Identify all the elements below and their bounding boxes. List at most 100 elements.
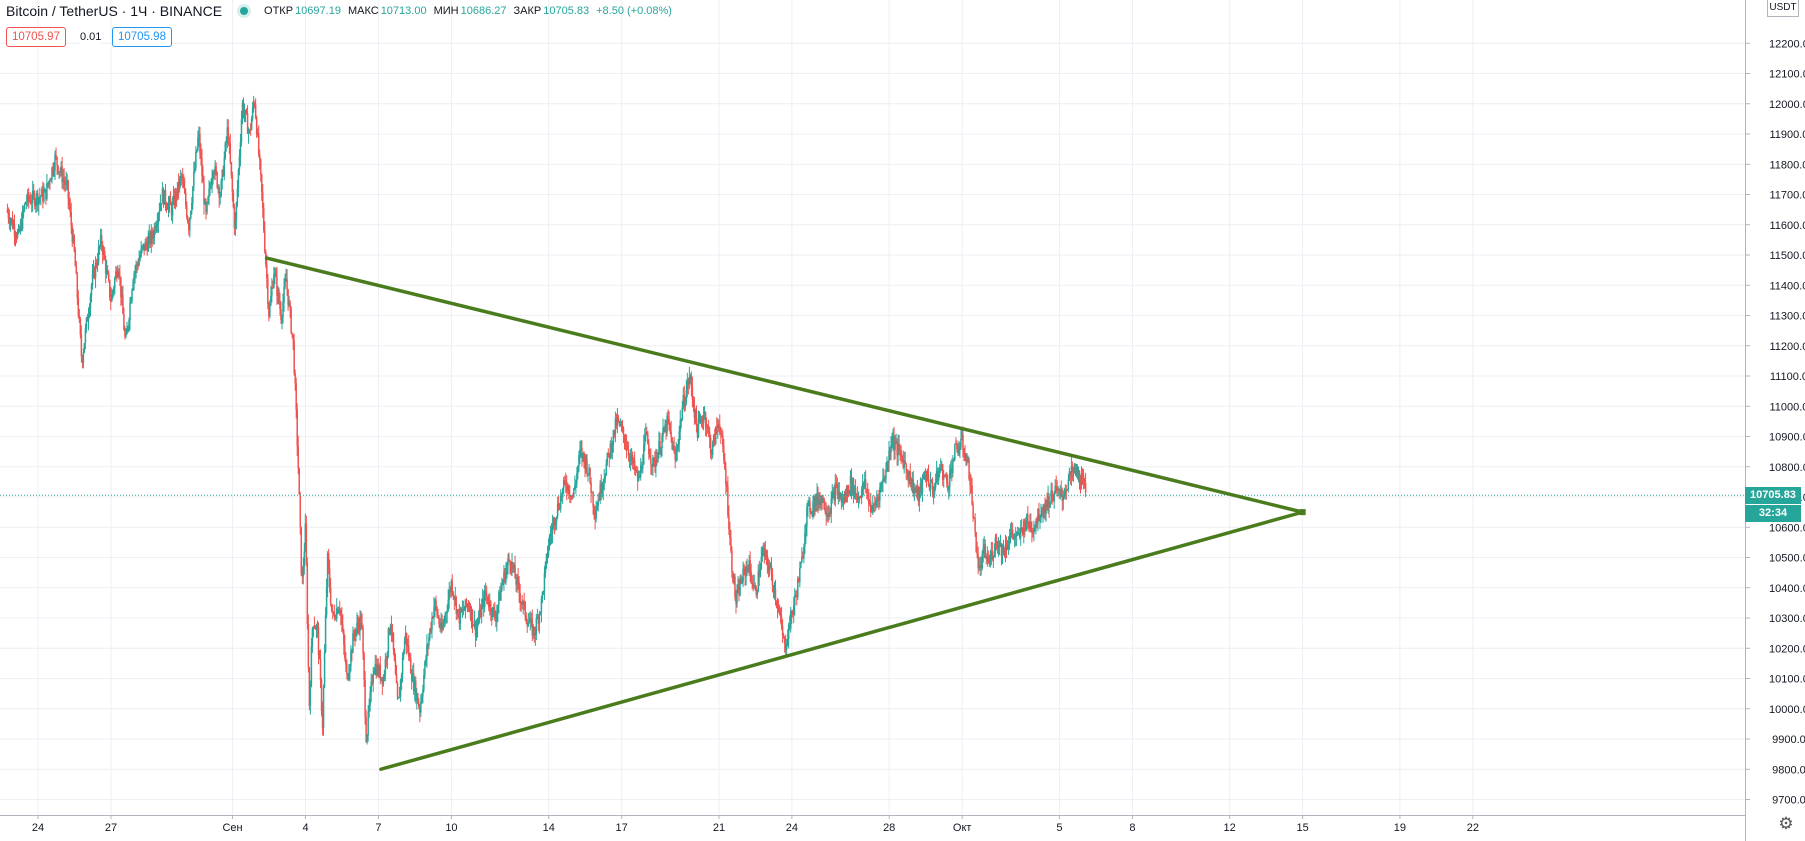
settings-gear-icon[interactable]: ⚙	[1778, 814, 1794, 833]
candle-body	[329, 587, 332, 604]
candle-body	[92, 268, 95, 275]
candle-body	[867, 492, 870, 505]
candle-body	[751, 582, 753, 584]
candle-body	[980, 565, 982, 569]
candle-body	[127, 326, 129, 330]
candle-body	[270, 296, 272, 306]
candle-body	[877, 496, 879, 501]
buy-button[interactable]: 10705.98	[112, 27, 172, 47]
candle-body	[655, 459, 657, 467]
candle-body	[919, 483, 922, 490]
candle-body	[742, 568, 744, 583]
candle-body	[738, 586, 740, 596]
candle-body	[405, 632, 408, 646]
candle-body	[688, 377, 691, 385]
sell-button[interactable]: 10705.97	[6, 27, 66, 47]
symbol-title[interactable]: Bitcoin / TetherUS · 1Ч · BINANCE	[6, 3, 223, 19]
candle-body	[1072, 467, 1075, 472]
x-tick-label: 8	[1129, 822, 1135, 834]
candle-body	[36, 193, 38, 203]
candle-body	[116, 271, 118, 278]
candle-body	[720, 432, 722, 434]
candle-body	[156, 223, 159, 227]
candle-body	[1065, 489, 1068, 491]
candle-body	[1075, 467, 1078, 473]
candle-body	[698, 419, 701, 421]
candle-body	[1043, 504, 1045, 514]
candle-body	[448, 590, 450, 600]
candle-body	[999, 542, 1002, 547]
candle-body	[648, 443, 650, 455]
candle-body	[731, 550, 733, 572]
candle-body	[373, 670, 375, 675]
candle-body	[194, 168, 196, 172]
candle-body	[1001, 545, 1004, 556]
candle-body	[955, 443, 957, 445]
candle-body	[410, 673, 413, 682]
candle-body	[922, 476, 925, 479]
candle-body	[63, 178, 65, 182]
candle-body	[657, 453, 659, 463]
candle-body	[811, 511, 813, 513]
candle-body	[151, 231, 154, 239]
candle-body	[914, 488, 917, 491]
candle-body	[96, 262, 99, 266]
candle-body	[415, 680, 417, 701]
candle-body	[957, 449, 959, 454]
candle-body	[543, 572, 546, 592]
candle-body	[301, 574, 304, 577]
candle-body	[479, 608, 482, 618]
candle-body	[138, 259, 140, 266]
candle-body	[533, 627, 536, 636]
candle-body	[1002, 545, 1005, 555]
candle-body	[352, 633, 354, 654]
candle-body	[1067, 479, 1070, 489]
candle-body	[951, 468, 953, 474]
candle-body	[969, 479, 971, 486]
candle-body	[99, 235, 102, 247]
candle-body	[964, 455, 966, 461]
candle-body	[703, 412, 706, 417]
candle-body	[851, 478, 854, 492]
candle-body	[604, 475, 607, 480]
candle-body	[257, 133, 260, 155]
x-tick-label: 14	[543, 822, 555, 834]
candle-body	[294, 373, 296, 384]
candle-body	[368, 705, 370, 713]
candle-body	[124, 330, 126, 337]
candle-body	[950, 468, 952, 471]
candle-body	[351, 650, 353, 654]
candle-body	[1020, 527, 1023, 530]
candle-body	[122, 295, 124, 314]
candle-body	[656, 459, 658, 463]
candle-body	[357, 622, 359, 626]
candle-body	[400, 674, 403, 681]
candle-body	[29, 200, 32, 204]
candle-body	[872, 505, 874, 512]
market-status-icon[interactable]	[240, 7, 249, 15]
candle-body	[245, 110, 248, 114]
candle-body	[469, 609, 472, 619]
candle-body	[275, 272, 277, 277]
candle-body	[406, 645, 409, 647]
candle-body	[821, 496, 823, 503]
candle-body	[609, 443, 612, 458]
candle-body	[491, 612, 493, 617]
candle-body	[1053, 493, 1055, 502]
candle-body	[173, 195, 176, 206]
candle-body	[424, 661, 426, 676]
currency-button[interactable]: USDT	[1767, 0, 1799, 17]
candle-body	[696, 425, 699, 438]
candle-body	[695, 410, 698, 426]
candle-body	[667, 415, 669, 419]
candle-body	[649, 454, 651, 458]
candle-body	[237, 169, 240, 189]
trendline-lower	[379, 510, 1305, 771]
candle-body	[292, 334, 294, 341]
y-tick-label: 12200.00	[1769, 38, 1805, 50]
candle-body	[907, 473, 910, 482]
y-tick-label: 11300.00	[1769, 311, 1805, 323]
candle-body	[681, 407, 684, 421]
candle-body	[128, 320, 130, 327]
